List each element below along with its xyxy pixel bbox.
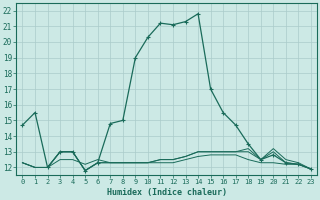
X-axis label: Humidex (Indice chaleur): Humidex (Indice chaleur)	[107, 188, 227, 197]
